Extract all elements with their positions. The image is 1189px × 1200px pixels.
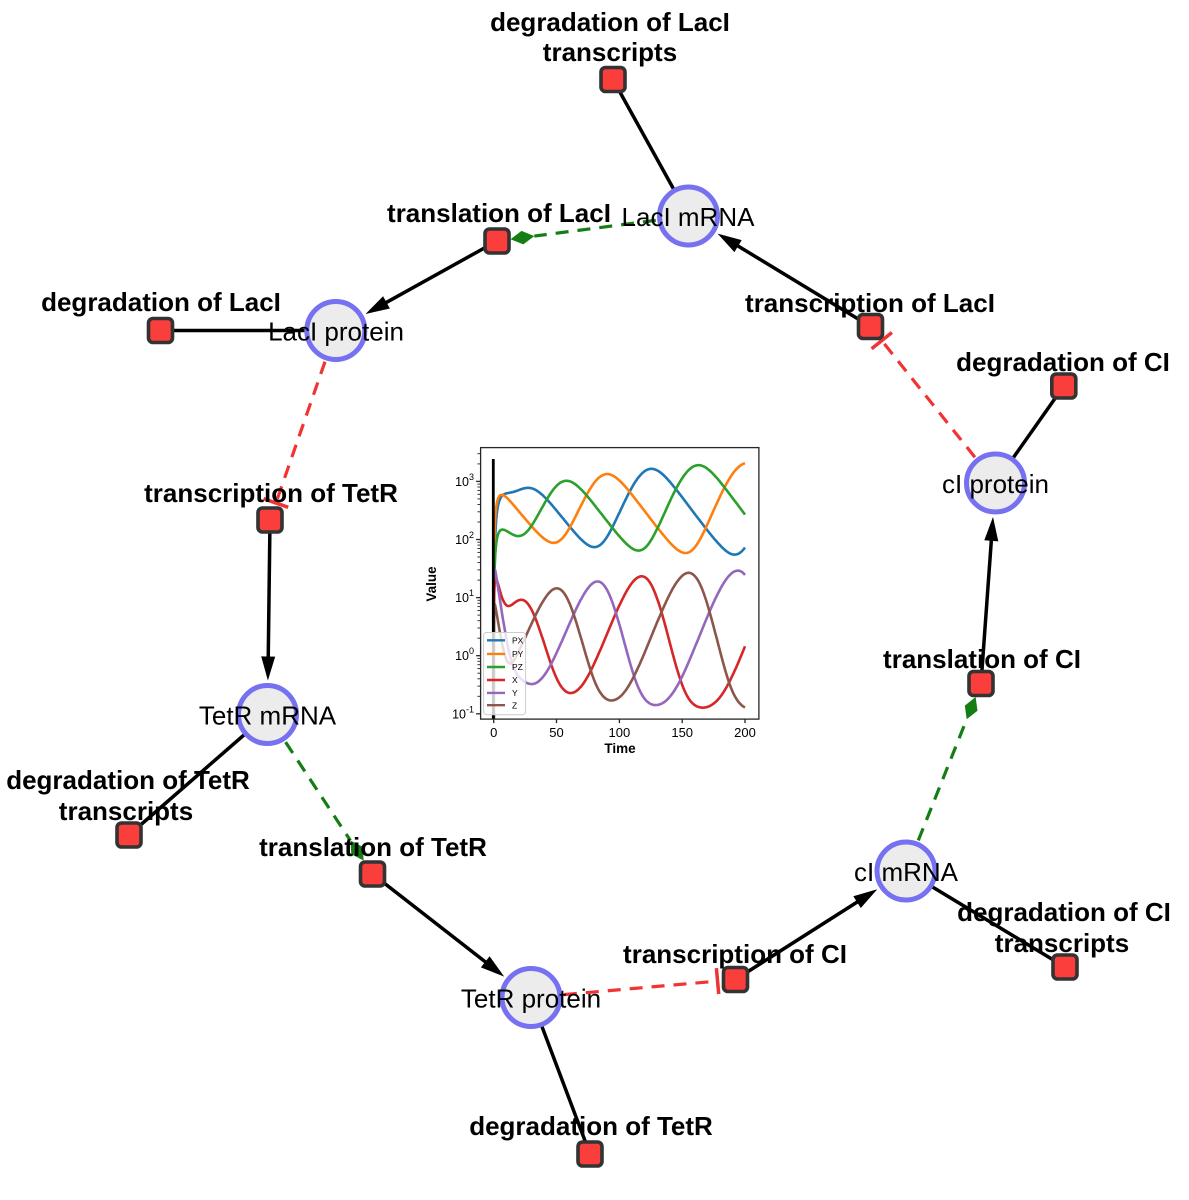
svg-text:200: 200	[734, 725, 756, 740]
svg-text:degradation of LacI: degradation of LacI	[41, 287, 281, 317]
svg-text:Value: Value	[424, 566, 439, 602]
svg-text:X: X	[512, 675, 518, 685]
svg-text:0: 0	[490, 725, 497, 740]
svg-text:transcripts: transcripts	[995, 928, 1129, 958]
svg-text:degradation of CI: degradation of CI	[956, 347, 1170, 377]
svg-text:101: 101	[455, 588, 474, 605]
svg-text:cI mRNA: cI mRNA	[854, 857, 959, 887]
svg-text:150: 150	[671, 725, 693, 740]
svg-text:Z: Z	[512, 700, 517, 710]
svg-text:transcripts: transcripts	[59, 796, 193, 826]
svg-text:transcripts: transcripts	[543, 37, 677, 67]
svg-text:100: 100	[455, 646, 474, 663]
svg-text:TetR protein: TetR protein	[461, 984, 601, 1014]
svg-text:LacI protein: LacI protein	[268, 317, 404, 347]
svg-text:translation of TetR: translation of TetR	[259, 832, 487, 862]
svg-text:100: 100	[609, 725, 631, 740]
svg-text:10-1: 10-1	[452, 704, 474, 721]
svg-text:cI protein: cI protein	[942, 469, 1049, 499]
svg-text:degradation of CI: degradation of CI	[957, 897, 1171, 927]
svg-text:transcription of TetR: transcription of TetR	[144, 478, 398, 508]
svg-text:102: 102	[455, 530, 474, 547]
svg-text:103: 103	[455, 472, 474, 489]
svg-text:PY: PY	[512, 649, 524, 659]
svg-text:translation of CI: translation of CI	[883, 644, 1081, 674]
svg-text:degradation of TetR: degradation of TetR	[469, 1111, 713, 1141]
svg-text:degradation of LacI: degradation of LacI	[490, 7, 730, 37]
svg-text:Y: Y	[512, 688, 518, 698]
svg-text:LacI mRNA: LacI mRNA	[622, 202, 756, 232]
svg-text:Time: Time	[604, 741, 636, 756]
svg-text:degradation of TetR: degradation of TetR	[6, 765, 250, 795]
svg-text:translation of LacI: translation of LacI	[387, 198, 611, 228]
svg-text:PX: PX	[512, 636, 524, 646]
svg-text:transcription of LacI: transcription of LacI	[745, 288, 995, 318]
svg-text:50: 50	[549, 725, 563, 740]
svg-text:TetR mRNA: TetR mRNA	[199, 701, 337, 731]
svg-text:transcription of CI: transcription of CI	[623, 939, 847, 969]
svg-text:PZ: PZ	[512, 662, 523, 672]
